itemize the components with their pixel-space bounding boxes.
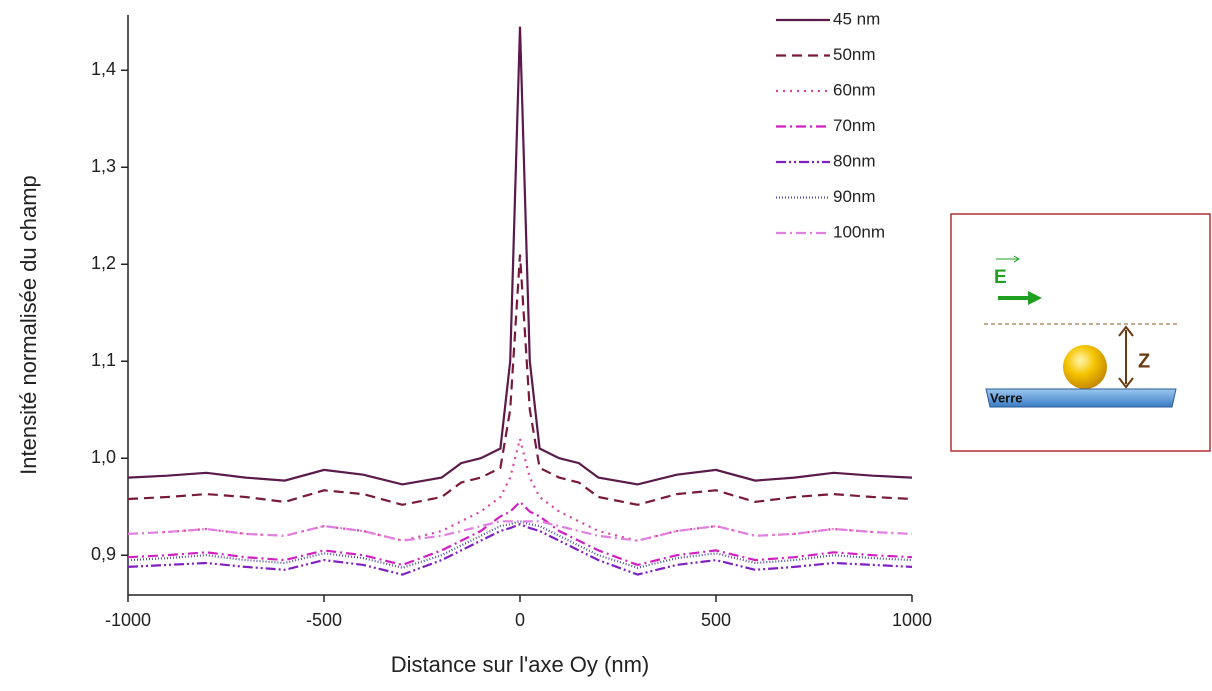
x-axis-label: Distance sur l'axe Oy (nm) xyxy=(391,652,650,677)
x-tick-label: -500 xyxy=(306,610,342,630)
distance-label: Z xyxy=(1138,350,1150,372)
y-axis-label: Intensité normalisée du champ xyxy=(16,175,41,475)
height-arrow-heads xyxy=(1118,325,1134,389)
y-tick-label: 0,9 xyxy=(91,544,116,564)
vector-arrow-head xyxy=(1013,255,1020,263)
legend-label: 70nm xyxy=(833,116,876,135)
series-line xyxy=(127,438,913,542)
glass-substrate xyxy=(985,388,1177,408)
series-line xyxy=(127,520,913,542)
legend-label: 90nm xyxy=(833,187,876,206)
series-line xyxy=(127,26,913,486)
legend-label: 100nm xyxy=(833,222,885,241)
y-tick-label: 1,4 xyxy=(91,59,116,79)
nanoparticle xyxy=(1063,345,1107,389)
y-tick-label: 1,2 xyxy=(91,253,116,273)
series-line xyxy=(127,254,913,506)
y-tick-label: 1,1 xyxy=(91,350,116,370)
x-tick-label: 500 xyxy=(701,610,731,630)
series-line xyxy=(127,523,913,576)
y-tick-label: 1,3 xyxy=(91,156,116,176)
y-tick-label: 1,0 xyxy=(91,447,116,467)
x-tick-label: 0 xyxy=(515,610,525,630)
series-line xyxy=(127,520,913,569)
legend-label: 50nm xyxy=(833,45,876,64)
field-arrow-head xyxy=(1028,291,1042,305)
legend-label: 45 nm xyxy=(833,9,880,28)
inset-frame xyxy=(950,213,1211,452)
x-tick-label: -1000 xyxy=(105,610,151,630)
legend-label: 60nm xyxy=(833,80,876,99)
substrate-label: Verre xyxy=(990,390,1023,405)
field-label: E xyxy=(994,267,1007,288)
x-tick-label: 1000 xyxy=(892,610,932,630)
inset-diagram: E Z Verre xyxy=(950,213,1211,452)
legend-label: 80nm xyxy=(833,151,876,170)
